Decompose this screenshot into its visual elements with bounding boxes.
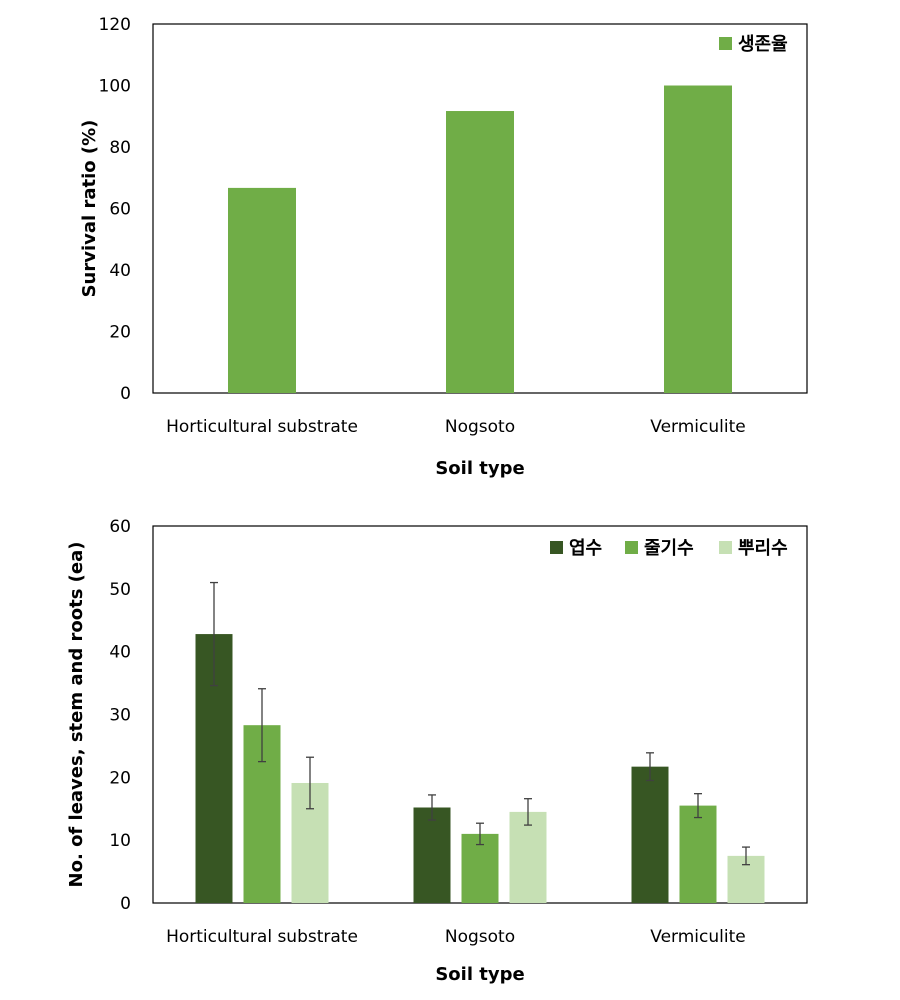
- x-axis-title: Soil type: [435, 458, 524, 479]
- survival-ratio-chart: 0 20 40 60 80 100 120 Horticultural substrate No…: [79, 15, 808, 479]
- y-tick-label: 100: [99, 77, 131, 97]
- legend-label: 엽수: [569, 538, 602, 559]
- x-tick-label: Nogsoto: [445, 417, 515, 437]
- x-tick-label: Nogsoto: [445, 927, 515, 947]
- x-tick-label: Horticultural substrate: [166, 417, 358, 437]
- y-tick-label: 40: [109, 643, 131, 663]
- bar-생존율: [664, 85, 732, 393]
- y-tick-label: 20: [109, 768, 131, 788]
- y-tick-label: 40: [109, 261, 131, 281]
- y-tick-label: 20: [109, 323, 131, 343]
- x-axis-title: Soil type: [435, 964, 524, 985]
- y-tick-label: 10: [109, 831, 131, 851]
- y-tick-label: 0: [120, 384, 131, 404]
- y-tick-label: 120: [99, 15, 131, 35]
- legend-label: 뿌리수: [738, 538, 788, 559]
- x-tick-label: Vermiculite: [650, 927, 745, 947]
- bar-생존율: [446, 111, 514, 394]
- organ-count-chart: 0 10 20 30 40 50 60 Horticultural substrate Nogs…: [66, 517, 808, 985]
- y-tick-label: 60: [109, 200, 131, 220]
- x-tick-label: Horticultural substrate: [166, 927, 358, 947]
- y-axis-title: Survival ratio (%): [79, 120, 100, 298]
- y-tick-label: 30: [109, 706, 131, 726]
- y-tick-label: 0: [120, 894, 131, 914]
- x-tick-label: Vermiculite: [650, 417, 745, 437]
- bar-엽수: [631, 766, 669, 903]
- legend-swatch: [550, 541, 563, 554]
- bar-엽수: [413, 807, 451, 903]
- bar-줄기수: [461, 833, 499, 903]
- bar-생존율: [228, 187, 296, 393]
- bar-뿌리수: [509, 811, 547, 903]
- legend-swatch: [719, 37, 732, 50]
- y-tick-label: 80: [109, 138, 131, 158]
- legend: 생존율: [719, 34, 788, 55]
- legend-swatch: [719, 541, 732, 554]
- legend-label: 줄기수: [644, 538, 694, 559]
- bar-줄기수: [679, 805, 717, 903]
- y-tick-label: 60: [109, 517, 131, 537]
- y-tick-label: 50: [109, 580, 131, 600]
- legend-swatch: [625, 541, 638, 554]
- y-axis-title: No. of leaves, stem and roots (ea): [66, 542, 87, 888]
- legend-label: 생존율: [738, 34, 788, 55]
- legend: 엽수 줄기수 뿌리수: [550, 538, 788, 559]
